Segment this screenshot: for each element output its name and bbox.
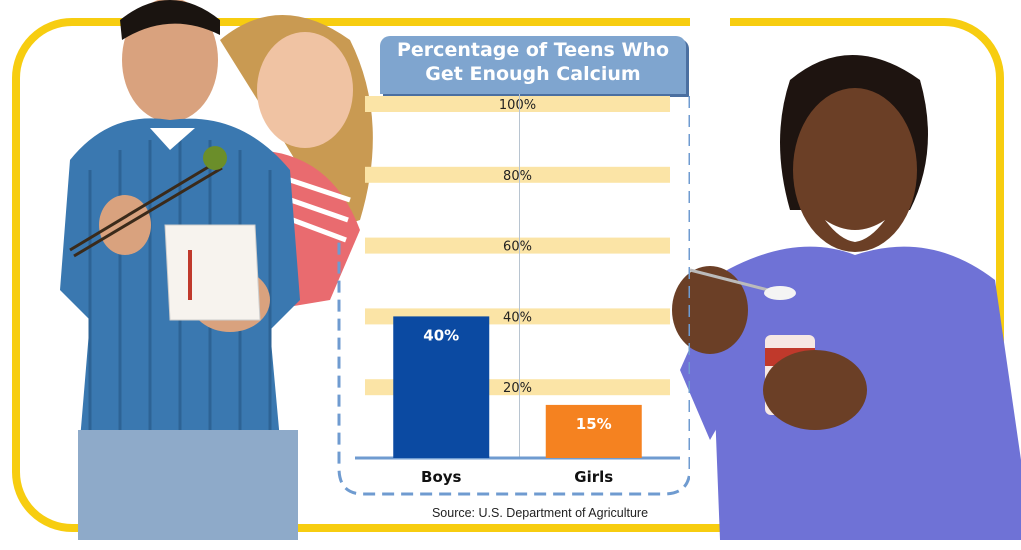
grid-band — [365, 166, 670, 183]
grid-band — [365, 96, 670, 112]
teen-photo-right — [672, 55, 1021, 540]
bar-boys — [393, 316, 490, 458]
chart-title-box — [380, 36, 686, 94]
y-tick-label: 60% — [503, 240, 532, 255]
chart-title: Percentage of Teens Who Get Enough Calci… — [397, 39, 669, 85]
y-tick-label: 20% — [503, 381, 532, 396]
chart-panel: Percentage of Teens Who Get Enough Calci… — [330, 28, 690, 528]
yellow-frame — [12, 18, 1004, 532]
x-category-label: Girls — [574, 468, 613, 486]
dashed-border — [337, 96, 690, 496]
bar-chart: 20% 40% 60% 80% 100% 40% Boys 15% Girls — [337, 94, 690, 496]
x-category-label: Boys — [421, 468, 462, 486]
frame-gap — [690, 10, 730, 30]
teens-photo-left — [60, 0, 373, 540]
grid-band — [365, 237, 670, 254]
bar-girls — [545, 404, 642, 458]
y-tick-label: 100% — [499, 98, 536, 113]
y-tick-label: 80% — [503, 169, 532, 184]
bar-value-label: 40% — [423, 326, 459, 344]
bar-value-label: 15% — [576, 415, 612, 433]
y-tick-label: 40% — [503, 310, 532, 325]
chart-source: Source: U.S. Department of Agriculture — [431, 506, 649, 520]
